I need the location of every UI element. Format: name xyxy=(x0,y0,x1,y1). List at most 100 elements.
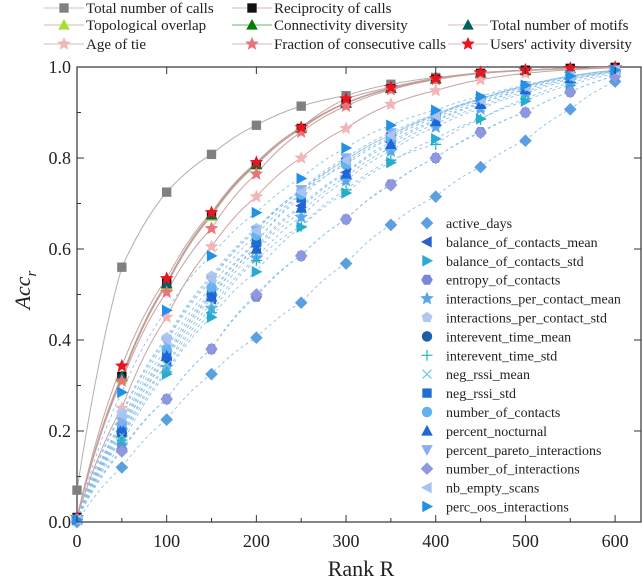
point-users-activity-diversity-1 xyxy=(115,358,129,372)
y-tick-label: 1.0 xyxy=(49,57,72,77)
point-interactions-per-contact-mean-6 xyxy=(339,173,353,187)
point-percent-nocturnal-7 xyxy=(385,138,397,150)
point-balance-of-contacts-std-4 xyxy=(251,265,263,278)
point-users-activity-diversity-5 xyxy=(294,120,309,134)
series-markers xyxy=(70,60,622,529)
series-line-balance-of-contacts-mean xyxy=(76,71,616,520)
point-users-activity-diversity-8 xyxy=(428,71,443,85)
legend-label-interevent-time-std: interevent_time_std xyxy=(446,349,557,364)
legend-marker-fraction-of-consecutive-calls xyxy=(245,36,259,50)
point-active-days-8 xyxy=(429,190,443,203)
point-total-number-of-motifs-2 xyxy=(160,277,173,289)
point-number-of-interactions-3 xyxy=(205,342,218,356)
point-users-activity-diversity-9 xyxy=(473,65,488,79)
point-fraction-of-consecutive-calls-2 xyxy=(159,285,174,299)
y-tick-label: 0.0 xyxy=(49,512,72,532)
point-percent-nocturnal-1 xyxy=(116,422,128,434)
point-balance-of-contacts-std-10 xyxy=(520,95,532,107)
point-fraction-of-consecutive-calls-6 xyxy=(339,98,353,112)
point-fraction-of-consecutive-calls-4 xyxy=(249,166,264,180)
legend-marker-neg-rssi-mean xyxy=(422,369,432,380)
x-tick-label: 200 xyxy=(243,531,270,551)
legend-marker-entropy-of-contacts xyxy=(421,274,433,285)
point-active-days-6 xyxy=(339,257,353,270)
point-perc-oos-interactions-1 xyxy=(117,386,128,399)
point-number-of-interactions-1 xyxy=(115,445,129,458)
point-balance-of-contacts-std-3 xyxy=(206,311,218,324)
point-percent-pareto-interactions-1 xyxy=(116,417,128,428)
point-number-of-interactions-4 xyxy=(250,288,263,301)
legend-marker-interevent-time-std xyxy=(421,349,433,361)
y-tick-label: 0.2 xyxy=(49,421,72,441)
point-active-days-4 xyxy=(250,331,263,345)
legend-label-active-days: active_days xyxy=(446,217,512,232)
point-number-of-interactions-5 xyxy=(294,249,308,263)
legend-marker-interactions-per-contact-mean xyxy=(420,291,434,305)
point-total-number-of-calls-2 xyxy=(162,187,172,197)
point-perc-oos-interactions-8 xyxy=(431,104,442,116)
y-tick-label: 0.6 xyxy=(49,239,72,259)
legend-label-total-number-of-motifs: Total number of motifs xyxy=(490,18,629,34)
point-interevent-time-std-4 xyxy=(250,254,262,266)
point-interevent-time-std-2 xyxy=(161,366,173,378)
point-perc-oos-interactions-5 xyxy=(296,172,308,185)
point-number-of-interactions-2 xyxy=(160,392,174,406)
point-total-number-of-calls-4 xyxy=(251,120,262,130)
point-perc-oos-interactions-3 xyxy=(206,250,218,262)
point-number-of-interactions-10 xyxy=(519,106,532,119)
point-age-of-tie-2 xyxy=(159,310,174,324)
legend-label-total-number-of-calls: Total number of calls xyxy=(86,1,214,17)
series-line-perc-oos-interactions xyxy=(76,69,616,520)
point-interactions-per-contact-mean-7 xyxy=(384,144,398,157)
point-total-number-of-calls-0 xyxy=(72,485,82,495)
legend-marker-active-days xyxy=(420,216,434,230)
point-neg-rssi-std-4 xyxy=(251,237,262,247)
legend-marker-total-number-of-calls xyxy=(59,3,69,13)
point-perc-oos-interactions-11 xyxy=(565,70,577,82)
legend-marker-number-of-contacts xyxy=(421,406,433,418)
legend-marker-total-number-of-motifs xyxy=(462,18,474,30)
point-perc-oos-interactions-0 xyxy=(72,513,84,526)
legend-marker-interactions-per-contact-std xyxy=(421,311,433,323)
plot-frame xyxy=(76,66,642,523)
legend-label-percent-pareto-interactions: percent_pareto_interactions xyxy=(446,444,601,459)
legend-label-interactions-per-contact-std: interactions_per_contact_std xyxy=(446,312,607,327)
point-active-days-5 xyxy=(294,296,308,310)
point-active-days-11 xyxy=(563,102,577,116)
point-total-number-of-calls-5 xyxy=(296,101,306,111)
point-nb-empty-scans-4 xyxy=(250,225,262,237)
point-age-of-tie-8 xyxy=(428,83,443,97)
legend-marker-nb-empty-scans xyxy=(420,481,432,494)
point-perc-oos-interactions-9 xyxy=(475,90,487,103)
point-percent-nocturnal-4 xyxy=(250,242,263,254)
legend-marker-interevent-time-mean xyxy=(421,331,433,342)
point-nb-empty-scans-3 xyxy=(205,272,217,285)
point-perc-oos-interactions-12 xyxy=(610,64,622,76)
point-fraction-of-consecutive-calls-3 xyxy=(204,221,219,235)
inner-legend: active_days balance_of_contacts_meanbalan… xyxy=(420,216,621,516)
point-active-days-2 xyxy=(160,413,174,426)
legend-label-fraction-of-consecutive-calls: Fraction of consecutive calls xyxy=(274,37,446,53)
legend-marker-connectivity-diversity xyxy=(246,18,258,30)
point-number-of-interactions-11 xyxy=(563,85,577,99)
point-age-of-tie-4 xyxy=(249,189,264,203)
top-legend: Total number of calls Reciprocity of call… xyxy=(44,1,632,53)
point-active-days-1 xyxy=(115,461,129,474)
point-age-of-tie-9 xyxy=(473,72,488,86)
legend-label-percent-nocturnal: percent_nocturnal xyxy=(446,425,547,440)
point-number-of-contacts-2 xyxy=(161,343,172,355)
point-age-of-tie-6 xyxy=(339,121,353,135)
series-line-nb-empty-scans xyxy=(76,69,616,520)
x-tick-label: 500 xyxy=(512,531,539,551)
legend-marker-percent-nocturnal xyxy=(421,424,433,436)
legend-marker-balance-of-contacts-std xyxy=(422,255,434,267)
point-perc-oos-interactions-4 xyxy=(251,206,263,219)
legend-label-nb-empty-scans: nb_empty_scans xyxy=(446,482,539,497)
point-interactions-per-contact-mean-8 xyxy=(428,119,443,133)
legend-label-entropy-of-contacts: entropy_of_contacts xyxy=(446,274,560,289)
point-users-activity-diversity-2 xyxy=(159,271,174,285)
legend-label-connectivity-diversity: Connectivity diversity xyxy=(274,18,408,34)
point-number-of-contacts-3 xyxy=(206,282,217,293)
point-balance-of-contacts-std-8 xyxy=(431,133,442,145)
